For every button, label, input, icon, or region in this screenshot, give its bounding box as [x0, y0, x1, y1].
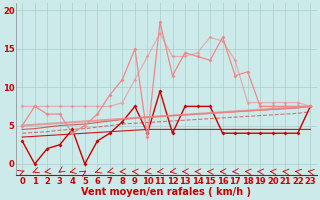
- X-axis label: Vent moyen/en rafales ( km/h ): Vent moyen/en rafales ( km/h ): [81, 187, 251, 197]
